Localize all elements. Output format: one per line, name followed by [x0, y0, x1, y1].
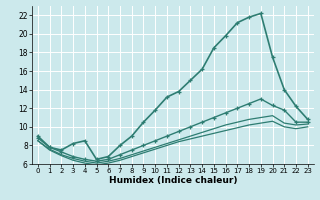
X-axis label: Humidex (Indice chaleur): Humidex (Indice chaleur): [108, 176, 237, 185]
